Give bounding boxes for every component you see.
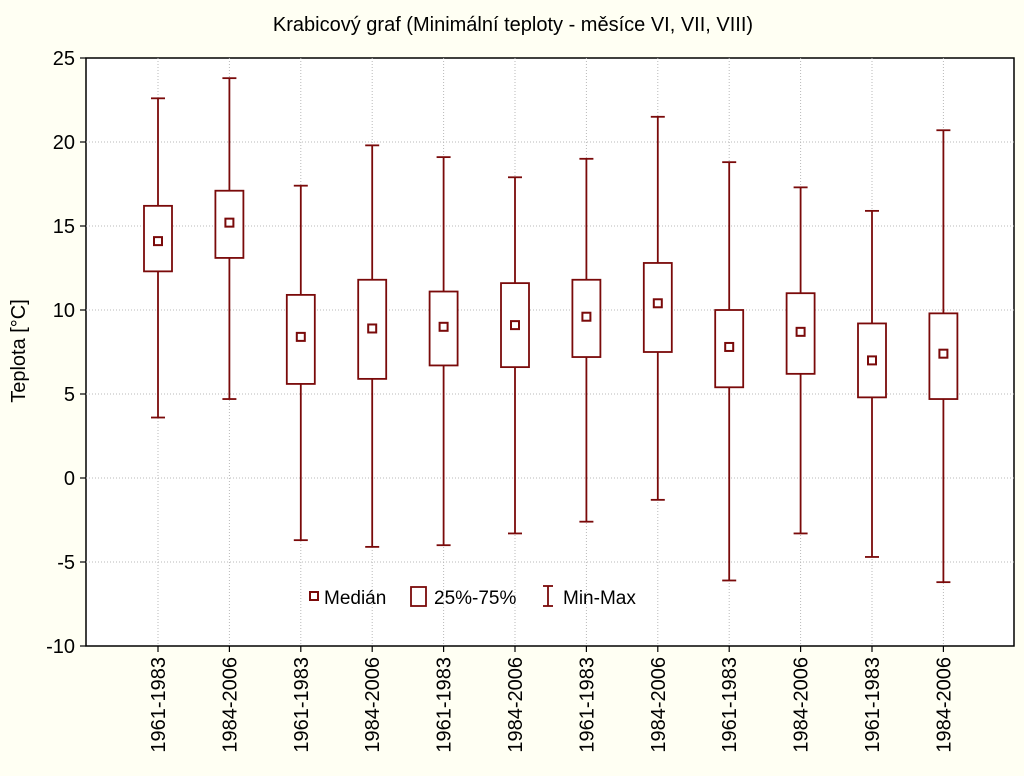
y-tick-label: -10 xyxy=(46,636,75,658)
median-marker xyxy=(295,331,306,342)
median-marker xyxy=(938,348,949,359)
box-group xyxy=(143,97,173,419)
box-group xyxy=(857,209,887,558)
box-group xyxy=(214,77,245,400)
box-group xyxy=(428,156,459,547)
median-marker xyxy=(652,298,663,309)
legend-minmax-label: Min-Max xyxy=(563,588,636,609)
y-tick-label: 20 xyxy=(53,132,75,154)
y-axis-label: Teplota [°C] xyxy=(8,299,30,403)
median-marker xyxy=(367,323,378,334)
boxes xyxy=(143,77,959,584)
median-marker xyxy=(153,236,163,247)
x-tick-label: 1984-2006 xyxy=(362,657,384,753)
box-group xyxy=(642,115,673,501)
box-group xyxy=(928,129,959,584)
x-tick-label: 1961-1983 xyxy=(576,657,598,753)
median-marker xyxy=(724,341,735,352)
y-tick-label: 0 xyxy=(64,468,75,490)
iqr-box xyxy=(500,282,530,369)
box-group xyxy=(285,184,316,542)
median-marker xyxy=(795,326,806,337)
legend-median-label: Medián xyxy=(324,588,386,609)
legend-minmax-marker xyxy=(543,585,553,607)
x-tick-label: 1984-2006 xyxy=(648,657,670,753)
legend-median-marker xyxy=(309,591,319,601)
x-tick-label: 1961-1983 xyxy=(148,657,170,753)
x-tick-label: 1961-1983 xyxy=(719,657,741,753)
box-group xyxy=(785,186,816,535)
box-group xyxy=(571,157,602,523)
iqr-box xyxy=(428,290,459,367)
median-marker xyxy=(867,355,877,366)
median-marker xyxy=(510,320,520,331)
y-tick-label: 25 xyxy=(53,48,75,70)
legend-box-label: 25%-75% xyxy=(434,588,516,609)
legend: Medián 25%-75% Min-Max xyxy=(309,585,636,609)
legend-box-marker xyxy=(410,586,427,607)
x-axis-ticks: 1961-1983 1984-2006 1961-1983 1984-2006 1961… xyxy=(148,646,955,753)
x-tick-label: 1984-2006 xyxy=(791,657,813,753)
x-tick-label: 1961-1983 xyxy=(434,657,456,753)
y-tick-label: 5 xyxy=(64,384,75,406)
x-tick-label: 1961-1983 xyxy=(862,657,884,753)
y-tick-label: 15 xyxy=(53,216,75,238)
chart-title: Krabicový graf (Minimální teploty - měsí… xyxy=(273,14,753,36)
y-axis-ticks: -10 -5 0 5 10 15 20 25 xyxy=(46,48,86,658)
x-tick-label: 1984-2006 xyxy=(933,657,955,753)
median-marker xyxy=(224,217,235,228)
box-group xyxy=(714,161,745,582)
y-tick-label: -5 xyxy=(57,552,75,574)
iqr-box xyxy=(928,312,959,400)
box-group xyxy=(357,144,388,548)
y-tick-label: 10 xyxy=(53,300,75,322)
x-tick-label: 1984-2006 xyxy=(505,657,527,753)
box-group xyxy=(500,176,530,535)
median-marker xyxy=(581,311,592,322)
x-tick-label: 1961-1983 xyxy=(291,657,313,753)
median-marker xyxy=(438,321,449,332)
iqr-box xyxy=(357,278,388,380)
x-tick-label: 1984-2006 xyxy=(219,657,241,753)
